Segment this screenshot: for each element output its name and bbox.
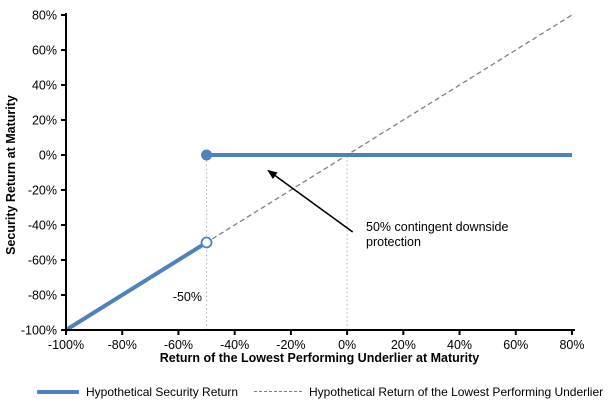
x-tick-label: -20% [276,338,305,352]
axes [61,13,575,335]
annotation-line-1: 50% contingent downside [366,220,509,234]
x-axis-title: Return of the Lowest Performing Underlie… [159,351,480,365]
legend-underlier-label: Hypothetical Return of the Lowest Perfor… [309,384,604,399]
threshold-label: -50% [172,290,202,304]
security-line-swatch-icon [37,389,79,394]
y-tick-label: 40% [32,79,57,93]
y-tick-label: 0% [39,149,57,163]
y-tick-label: 80% [32,9,57,23]
x-tick-label: 20% [391,338,416,352]
y-tick-label: -60% [28,254,57,268]
y-tick-label: -100% [21,324,57,338]
legend-security-label: Hypothetical Security Return [86,384,239,399]
open-point-marker [200,236,213,249]
annotation-arrow [267,169,354,233]
y-tick-label: -40% [28,219,57,233]
legend-item-underlier: Hypothetical Return of the Lowest Perfor… [254,384,603,399]
legend-item-security: Hypothetical Security Return [37,384,238,399]
x-tick-label: 40% [447,338,472,352]
x-tick-label: 0% [338,338,356,352]
filled-point-marker [201,149,213,161]
x-tick-label: -80% [108,338,137,352]
y-tick-label: -80% [28,289,57,303]
data-series [64,14,573,332]
series-line [64,240,208,332]
x-tick-label: -100% [48,338,84,352]
y-tick-label: 20% [32,114,57,128]
x-tick-label: -40% [220,338,249,352]
arrow-line [267,169,354,233]
x-tick-label: 60% [503,338,528,352]
reference-lines [206,155,348,330]
underlier-line-swatch-icon [254,391,302,392]
annotation-text: 50% contingent downside protection [366,220,546,250]
y-tick-label: 60% [32,44,57,58]
tick-labels: -100% -80% -60% -40% -20% 0% 20% 40% 60% 80% -100%… [21,9,585,353]
x-tick-label: 80% [559,338,584,352]
y-axis-title: Security Return at Maturity [4,95,18,255]
annotation-line-2: protection [366,235,421,249]
x-tick-label: -60% [164,338,193,352]
y-tick-label: -20% [28,184,57,198]
